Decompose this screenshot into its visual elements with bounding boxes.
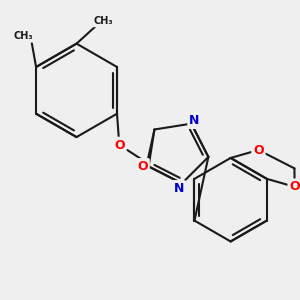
Text: O: O [114, 139, 124, 152]
Text: CH₃: CH₃ [94, 16, 113, 26]
Text: O: O [289, 180, 300, 193]
Text: N: N [189, 114, 200, 127]
Text: N: N [174, 182, 184, 195]
Text: O: O [137, 160, 148, 173]
Text: O: O [253, 143, 264, 157]
Text: CH₃: CH₃ [13, 31, 33, 41]
